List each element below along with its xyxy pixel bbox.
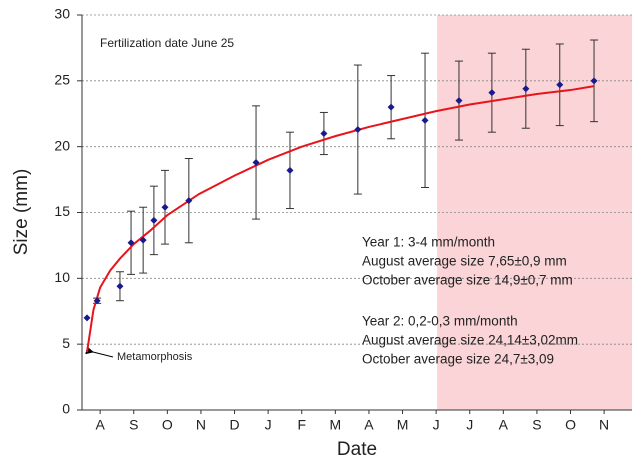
- data-point: [150, 216, 158, 224]
- y-tick-label: 25: [54, 72, 70, 88]
- x-tick-label: J: [433, 417, 440, 433]
- x-tick-label: O: [162, 417, 173, 433]
- x-tick-label: N: [599, 417, 609, 433]
- x-tick-label: S: [129, 417, 138, 433]
- x-axis-label: Date: [337, 439, 377, 460]
- fit-line: [86, 85, 595, 353]
- data-point: [93, 297, 101, 305]
- x-tick-label: D: [229, 417, 239, 433]
- annotation-note: October average size 14,9±0,7 mm: [362, 273, 573, 288]
- y-tick-label: 10: [54, 269, 70, 285]
- data-point: [252, 158, 260, 166]
- y-tick-label: 0: [62, 401, 70, 417]
- data-point: [161, 203, 169, 211]
- data-point: [522, 85, 530, 93]
- data-point: [387, 103, 395, 111]
- annotation: Fertilization date June 25: [100, 36, 234, 50]
- y-tick-label: 15: [54, 203, 70, 219]
- data-point: [139, 236, 147, 244]
- data-point: [590, 77, 598, 85]
- data-point: [556, 81, 564, 89]
- data-point: [421, 116, 429, 124]
- data-point: [320, 130, 328, 137]
- annotation-note: Year 2: 0,2-0,3 mm/month: [362, 314, 518, 329]
- data-point: [127, 239, 135, 247]
- y-axis-label: Size (mm): [11, 169, 32, 256]
- y-tick-label: 30: [54, 6, 70, 22]
- y-tick-label: 5: [62, 335, 70, 351]
- annotation-note: October average size 24,7±3,09: [362, 352, 554, 367]
- annotation-note: August average size 7,65±0,9 mm: [362, 254, 567, 269]
- x-tick-label: J: [265, 417, 272, 433]
- x-tick-label: S: [532, 417, 541, 433]
- data-point: [83, 314, 91, 322]
- data-point: [455, 97, 463, 105]
- data-point: [185, 197, 193, 205]
- x-tick-label: J: [466, 417, 473, 433]
- x-tick-label: A: [499, 417, 509, 433]
- x-tick-label: A: [95, 417, 105, 433]
- x-tick-label: O: [565, 417, 576, 433]
- data-point: [354, 126, 362, 134]
- annotation-note: August average size 24,14±3,02mm: [362, 333, 578, 348]
- x-tick-label: N: [196, 417, 206, 433]
- y-tick-label: 20: [54, 137, 70, 153]
- data-point: [116, 282, 124, 290]
- annotation: Metamorphosis: [117, 351, 193, 363]
- x-tick-label: F: [297, 417, 306, 433]
- annotation-note: Year 1: 3-4 mm/month: [362, 235, 495, 250]
- x-tick-label: M: [329, 417, 341, 433]
- x-tick-label: M: [397, 417, 409, 433]
- data-point: [488, 89, 496, 97]
- x-tick-label: A: [364, 417, 374, 433]
- arrow: [85, 346, 114, 358]
- data-point: [286, 166, 294, 174]
